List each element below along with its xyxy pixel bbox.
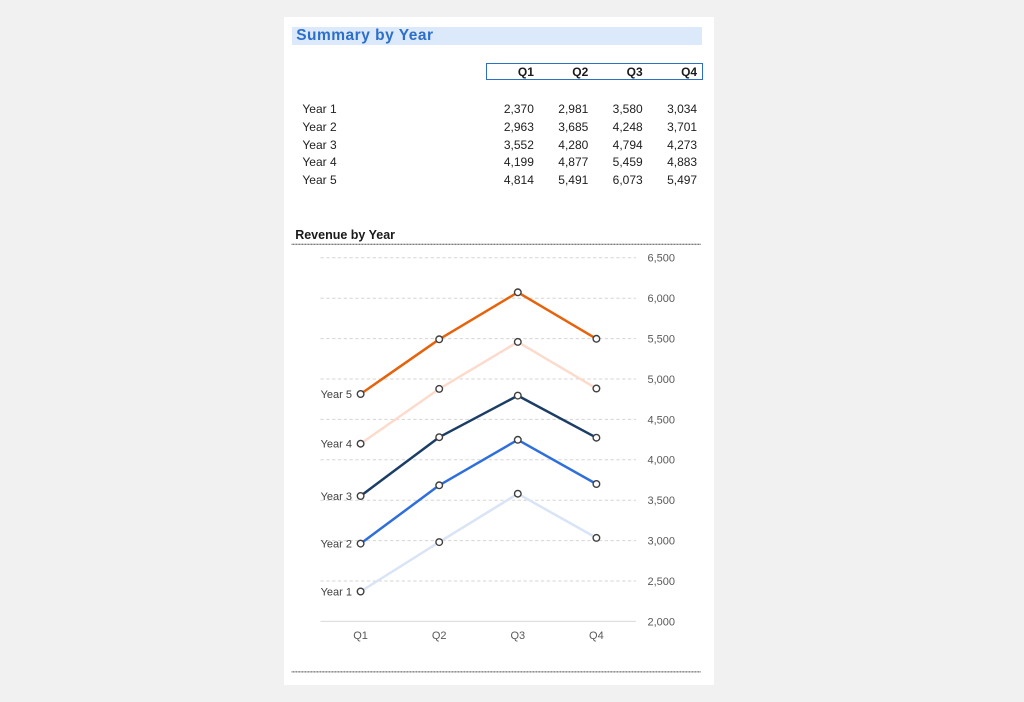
svg-text:4,500: 4,500 — [647, 414, 675, 426]
svg-text:Year 5: Year 5 — [321, 389, 352, 401]
svg-text:3,500: 3,500 — [647, 495, 675, 507]
svg-text:Year 2: Year 2 — [321, 539, 352, 551]
svg-text:Q1: Q1 — [353, 630, 368, 642]
svg-text:4,000: 4,000 — [647, 455, 675, 467]
svg-text:Year 4: Year 4 — [321, 439, 352, 451]
svg-text:Q2: Q2 — [432, 630, 447, 642]
svg-text:3,000: 3,000 — [647, 536, 675, 548]
svg-text:2,000: 2,000 — [647, 616, 675, 628]
svg-text:5,000: 5,000 — [647, 374, 675, 386]
svg-text:5,500: 5,500 — [647, 334, 675, 346]
svg-text:Year 3: Year 3 — [321, 491, 352, 503]
svg-text:2,500: 2,500 — [647, 576, 675, 588]
svg-text:Year 1: Year 1 — [321, 586, 352, 598]
svg-text:Q4: Q4 — [589, 630, 604, 642]
svg-text:Q3: Q3 — [510, 630, 525, 642]
svg-text:6,500: 6,500 — [647, 253, 675, 265]
svg-text:6,000: 6,000 — [647, 293, 675, 305]
